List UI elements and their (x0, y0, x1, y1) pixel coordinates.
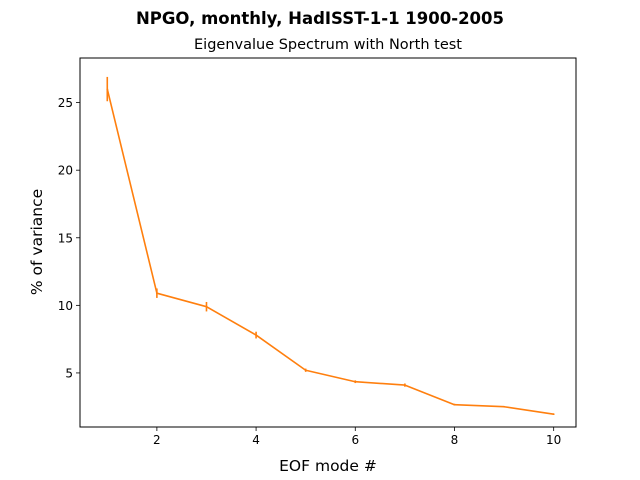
data-point (552, 413, 555, 416)
y-tick-label: 20 (58, 164, 73, 178)
data-point (155, 292, 158, 295)
series-line (106, 88, 554, 415)
data-point (205, 305, 208, 308)
data-point (304, 369, 307, 372)
plot-area: 2 4 6 8 10 5 10 15 20 25 (58, 76, 561, 447)
data-point (255, 334, 257, 336)
plot-frame (79, 57, 577, 428)
y-tick-label: 10 (58, 299, 73, 313)
y-tick-label: 15 (58, 231, 73, 245)
chart-subtitle: Eigenvalue Spectrum with North test (194, 37, 462, 53)
x-tick-label: 2 (153, 433, 161, 447)
data-point (453, 403, 456, 406)
data-point (106, 88, 109, 90)
x-axis-label: EOF mode # (279, 457, 377, 475)
x-tick-label: 8 (451, 433, 459, 447)
y-tick-label: 25 (58, 96, 73, 110)
y-axis-label: % of variance (28, 189, 46, 295)
y-tick-label: 5 (65, 366, 73, 380)
chart-title: NPGO, monthly, HadISST-1-1 1900-2005 (136, 9, 504, 28)
x-tick-label: 10 (546, 433, 561, 447)
x-tick-label: 4 (252, 433, 260, 447)
data-point (354, 380, 357, 383)
data-point (503, 405, 505, 408)
x-tick-label: 6 (351, 433, 359, 447)
data-point (403, 384, 406, 386)
